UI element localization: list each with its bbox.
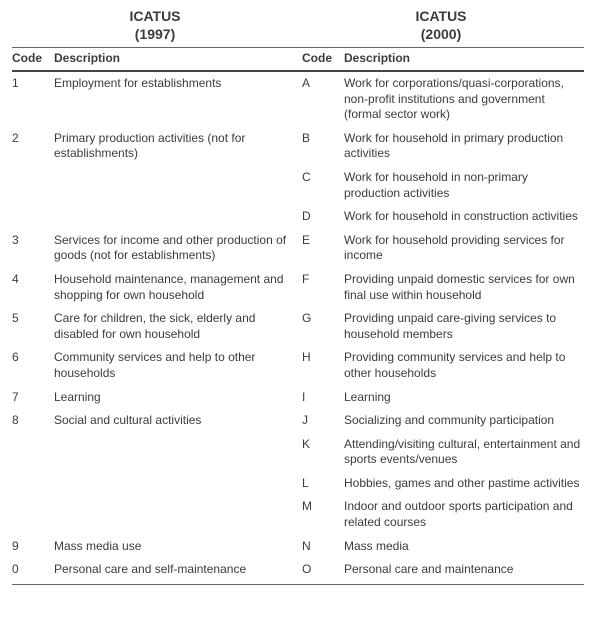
table-row: KAttending/visiting cultural, entertainm…	[12, 433, 584, 472]
cell-code-left: 7	[12, 390, 54, 404]
cell-code-left: 9	[12, 539, 54, 553]
cell-code-right: N	[302, 539, 344, 553]
cell-desc-right: Indoor and outdoor sports participation …	[344, 499, 584, 530]
cell-desc-right: Providing unpaid domestic services for o…	[344, 272, 584, 303]
colhead-code-left: Code	[12, 51, 54, 65]
table-row: 7LearningILearning	[12, 386, 584, 410]
header-left: ICATUS (1997)	[12, 8, 298, 47]
cell-desc-left: Mass media use	[54, 539, 302, 555]
cell-desc-right: Attending/visiting cultural, entertainme…	[344, 437, 584, 468]
cell-code-right: D	[302, 209, 344, 223]
cell-desc-right: Work for corporations/quasi-corporations…	[344, 76, 584, 123]
cell-desc-right: Providing community services and help to…	[344, 350, 584, 381]
header-right-year: (2000)	[421, 26, 461, 42]
cell-code-left: 1	[12, 76, 54, 90]
header-left-year: (1997)	[135, 26, 175, 42]
table-row: 1Employment for establishmentsAWork for …	[12, 72, 584, 127]
table-row: MIndoor and outdoor sports participation…	[12, 495, 584, 534]
cell-code-right: L	[302, 476, 344, 490]
cell-desc-left: Personal care and self-maintenance	[54, 562, 302, 578]
cell-code-right: H	[302, 350, 344, 364]
cell-desc-right: Providing unpaid care-giving services to…	[344, 311, 584, 342]
colhead-code-right: Code	[302, 51, 344, 65]
cell-code-right: E	[302, 233, 344, 247]
cell-code-right: J	[302, 413, 344, 427]
table-row: CWork for household in non-primary produ…	[12, 166, 584, 205]
table-row: 0Personal care and self-maintenanceOPers…	[12, 558, 584, 582]
table-row: 8Social and cultural activitiesJSocializ…	[12, 409, 584, 433]
cell-code-right: O	[302, 562, 344, 576]
table-headers: ICATUS (1997) ICATUS (2000)	[12, 8, 584, 47]
cell-desc-left: Household maintenance, management and sh…	[54, 272, 302, 303]
cell-code-left: 2	[12, 131, 54, 145]
cell-desc-right: Personal care and maintenance	[344, 562, 584, 578]
table-row: 9Mass media useNMass media	[12, 535, 584, 559]
cell-desc-right: Work for household in primary production…	[344, 131, 584, 162]
table-row: 2Primary production activities (not for …	[12, 127, 584, 166]
cell-desc-right: Work for household in construction activ…	[344, 209, 584, 225]
table-row: 4Household maintenance, management and s…	[12, 268, 584, 307]
cell-desc-left: Learning	[54, 390, 302, 406]
cell-desc-right: Mass media	[344, 539, 584, 555]
rule-bottom	[12, 584, 584, 585]
table-body: 1Employment for establishmentsAWork for …	[12, 72, 584, 582]
table-row: DWork for household in construction acti…	[12, 205, 584, 229]
cell-desc-left: Community services and help to other hou…	[54, 350, 302, 381]
cell-code-left: 0	[12, 562, 54, 576]
cell-desc-right: Work for household providing services fo…	[344, 233, 584, 264]
cell-code-right: F	[302, 272, 344, 286]
cell-desc-left: Care for children, the sick, elderly and…	[54, 311, 302, 342]
cell-code-right: B	[302, 131, 344, 145]
cell-desc-right: Socializing and community participation	[344, 413, 584, 429]
cell-code-right: I	[302, 390, 344, 404]
colhead-desc-right: Description	[344, 51, 584, 65]
table-row: 3Services for income and other productio…	[12, 229, 584, 268]
table-row: 6Community services and help to other ho…	[12, 346, 584, 385]
cell-desc-right: Hobbies, games and other pastime activit…	[344, 476, 584, 492]
column-headers: Code Description Code Description	[12, 48, 584, 68]
cell-code-right: M	[302, 499, 344, 513]
cell-code-left: 8	[12, 413, 54, 427]
header-left-title: ICATUS	[129, 8, 180, 24]
cell-desc-left: Services for income and other production…	[54, 233, 302, 264]
cell-desc-right: Work for household in non-primary produc…	[344, 170, 584, 201]
table-row: LHobbies, games and other pastime activi…	[12, 472, 584, 496]
cell-desc-left: Primary production activities (not for e…	[54, 131, 302, 162]
cell-code-left: 4	[12, 272, 54, 286]
cell-code-left: 3	[12, 233, 54, 247]
cell-code-right: C	[302, 170, 344, 184]
cell-code-left: 6	[12, 350, 54, 364]
cell-code-right: K	[302, 437, 344, 451]
header-right: ICATUS (2000)	[298, 8, 584, 47]
cell-desc-left: Social and cultural activities	[54, 413, 302, 429]
cell-desc-right: Learning	[344, 390, 584, 406]
cell-code-left: 5	[12, 311, 54, 325]
table-row: 5Care for children, the sick, elderly an…	[12, 307, 584, 346]
cell-desc-left: Employment for establishments	[54, 76, 302, 92]
colhead-desc-left: Description	[54, 51, 302, 65]
header-right-title: ICATUS	[415, 8, 466, 24]
cell-code-right: G	[302, 311, 344, 325]
cell-code-right: A	[302, 76, 344, 90]
